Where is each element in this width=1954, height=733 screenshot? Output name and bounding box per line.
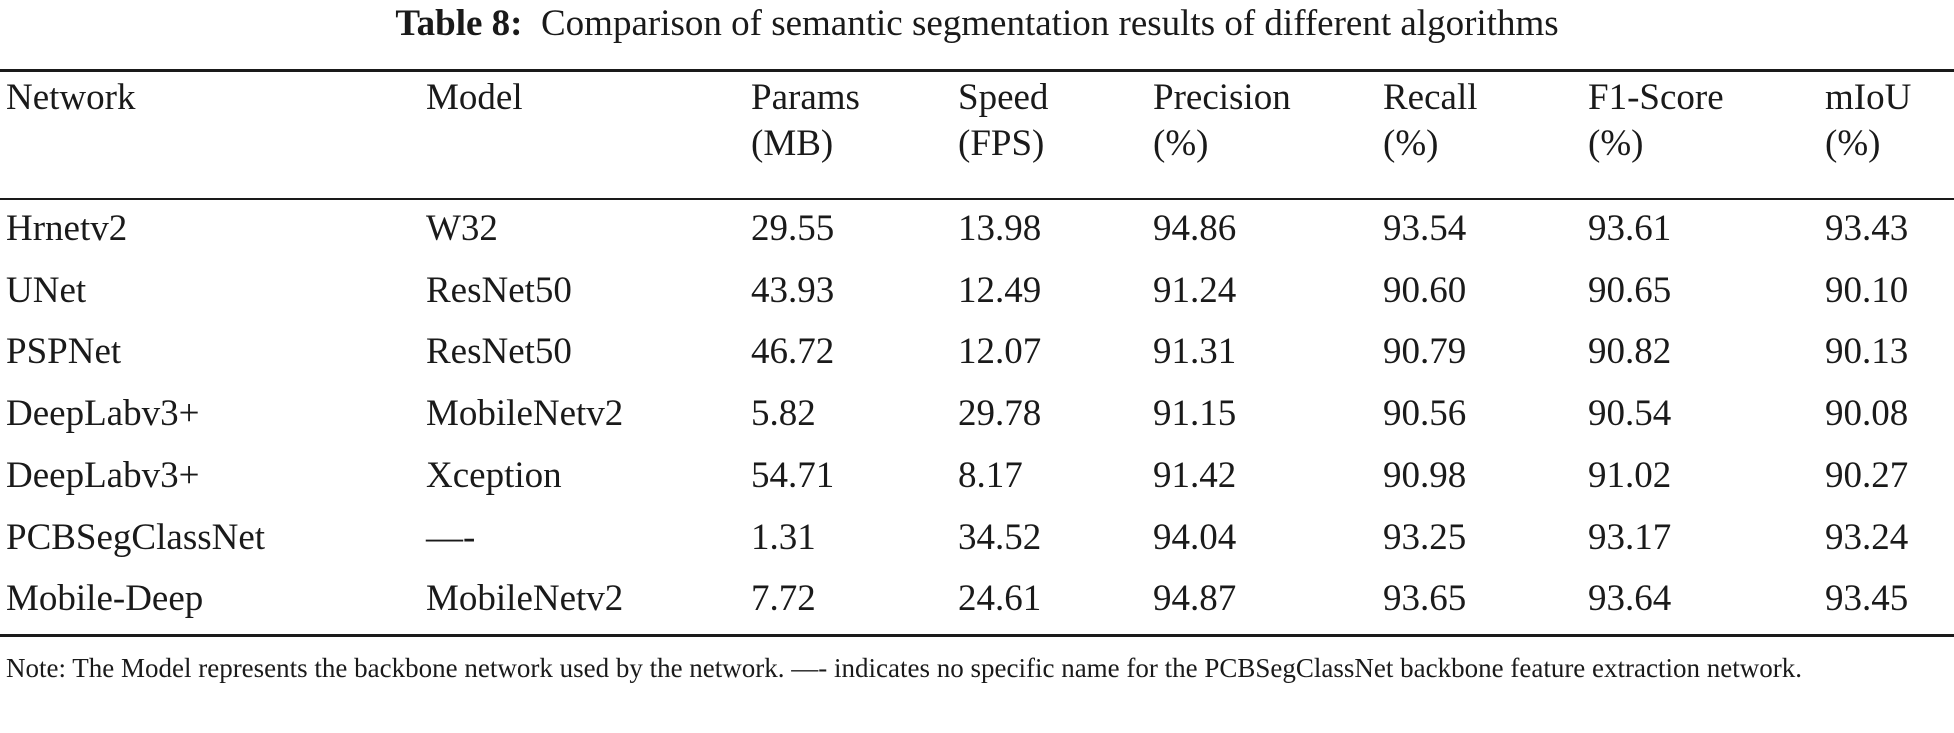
cell-precision-best: 94.87 [1153,578,1237,620]
table-row: Mobile-Deep MobileNetv2 7.72 24.61 94.87… [0,568,1954,630]
table-row: Hrnetv2 W32 29.55 13.98 94.86 93.54 93.6… [0,198,1954,260]
header-row: Network Model Params (MB) Speed (FPS) Prec… [0,72,1954,198]
cell-precision: 94.86 [1153,208,1237,249]
cell-speed: 24.61 [958,578,1042,620]
cell-recall: 93.25 [1383,516,1467,558]
cell-f1-score: 90.54 [1588,393,1672,435]
cell-speed-best: 29.78 [958,393,1042,435]
table-row: PCBSegClassNet —- 1.31 34.52 94.04 93.25… [0,507,1954,569]
cell-model: ResNet50 [426,269,572,311]
top-rule [0,69,1954,72]
cell-params: 46.72 [751,331,835,373]
cell-recall-best: 93.65 [1383,578,1467,620]
cell-params: 43.93 [751,269,835,311]
table-row: DeepLabv3+ MobileNetv2 5.82 29.78 91.15 … [0,383,1954,445]
bottom-rule [0,634,1954,637]
cell-recall: 90.79 [1383,331,1467,373]
table-row: UNet ResNet50 43.93 12.49 91.24 90.60 90… [0,260,1954,322]
cell-recall: 93.54 [1383,208,1467,249]
cell-params: 54.71 [751,454,835,496]
cell-params: 1.31 [751,516,816,558]
table-caption-label: Table 8: [395,3,523,44]
table-note: Note: The Model represents the backbone … [6,653,1802,683]
cell-network: Hrnetv2 [6,208,128,249]
cell-precision: 91.31 [1153,331,1237,373]
cell-model: Xception [426,454,562,496]
cell-f1-score: 90.82 [1588,331,1672,373]
cell-model: ResNet50 [426,331,572,373]
results-table: Network Model Params (MB) Speed (FPS) Prec… [0,72,1954,630]
header-rule [0,198,1954,200]
cell-precision: 94.04 [1153,516,1237,558]
cell-recall: 90.98 [1383,454,1467,496]
cell-precision: 91.24 [1153,269,1237,311]
cell-network: UNet [6,269,87,311]
cell-miou: 90.27 [1825,454,1909,496]
cell-network: Mobile-Deep [6,578,204,620]
cell-miou: 90.13 [1825,331,1909,373]
cell-f1-score: 91.02 [1588,454,1672,496]
header-network: Network [6,77,136,118]
cell-network: DeepLabv3+ [6,393,200,435]
cell-f1-score: 90.65 [1588,269,1672,311]
cell-miou: 93.43 [1825,208,1909,249]
cell-model: W32 [426,208,498,249]
header-params: Params (MB) [751,77,860,164]
header-miou: mIoU (%) [1825,77,1912,164]
cell-miou: 90.08 [1825,393,1909,435]
cell-f1-score: 93.61 [1588,208,1672,249]
cell-recall: 90.56 [1383,393,1467,435]
cell-f1-score: 93.17 [1588,516,1672,558]
table-caption: Table 8: Comparison of semantic segmenta… [0,0,1954,62]
cell-speed: 34.52 [958,516,1042,558]
table-row: PSPNet ResNet50 46.72 12.07 91.31 90.79 … [0,321,1954,383]
cell-miou: 93.24 [1825,516,1909,558]
cell-params: 29.55 [751,208,835,249]
cell-network: PSPNet [6,331,122,373]
cell-speed: 12.49 [958,269,1042,311]
table-row: DeepLabv3+ Xception 54.71 8.17 91.42 90.… [0,445,1954,507]
cell-network: PCBSegClassNet [6,516,266,558]
cell-speed: 12.07 [958,331,1042,373]
cell-miou: 90.10 [1825,269,1909,311]
header-precision: Precision (%) [1153,77,1291,164]
cell-speed: 8.17 [958,454,1023,496]
cell-recall: 90.60 [1383,269,1467,311]
table-caption-text: Comparison of semantic segmentation resu… [541,3,1559,44]
cell-precision: 91.15 [1153,393,1237,435]
cell-miou-best: 93.45 [1825,578,1909,620]
cell-network: DeepLabv3+ [6,454,200,496]
cell-f1-score-best: 93.64 [1588,578,1672,620]
cell-model: MobileNetv2 [426,393,624,435]
cell-params-best: 5.82 [751,393,816,435]
cell-model: MobileNetv2 [426,578,624,620]
header-model: Model [426,77,523,118]
header-speed: Speed (FPS) [958,77,1049,164]
cell-model: —- [426,516,476,558]
cell-precision: 91.42 [1153,454,1237,496]
header-recall: Recall (%) [1383,77,1478,164]
header-f1-score: F1-Score (%) [1588,77,1724,164]
cell-speed: 13.98 [958,208,1042,249]
cell-params: 7.72 [751,578,816,620]
